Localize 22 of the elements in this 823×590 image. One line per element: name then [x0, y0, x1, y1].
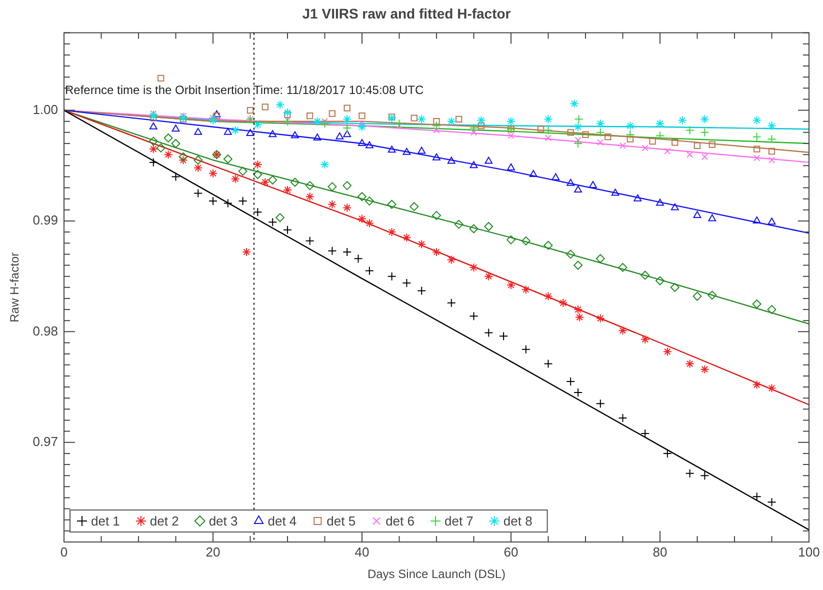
legend-label: det 7 [444, 514, 474, 529]
annotation: Refernce time is the Orbit Insertion Time: 11/18/2017 10:45:08 UTC [65, 83, 424, 98]
x-tick-label: 40 [354, 544, 370, 560]
x-tick-label: 20 [206, 544, 220, 560]
x-tick-label: 0 [60, 544, 68, 560]
y-tick-label: 0.98 [32, 323, 58, 338]
legend-label: det 4 [268, 514, 297, 529]
x-tick-label: 60 [504, 544, 518, 560]
y-tick-label: 0.99 [32, 212, 58, 228]
chart-title: J1 VIIRS raw and fitted H-factor [302, 5, 512, 22]
x-tick-label: 80 [652, 544, 668, 560]
y-axis-title: Raw H-factor [8, 252, 22, 322]
y-tick-label: 0.97 [32, 434, 58, 449]
y-tick-label: 1.00 [32, 102, 58, 117]
x-tick-label: 100 [798, 544, 820, 560]
legend-label: det 6 [386, 514, 414, 529]
legend-label: det 3 [208, 514, 238, 529]
legend-label: det 1 [91, 514, 120, 529]
x-axis-title: Days Since Launch (DSL) [367, 567, 506, 582]
legend-label: det 5 [326, 514, 356, 529]
legend-label: det 2 [150, 514, 179, 529]
legend-label: det 8 [503, 514, 532, 529]
